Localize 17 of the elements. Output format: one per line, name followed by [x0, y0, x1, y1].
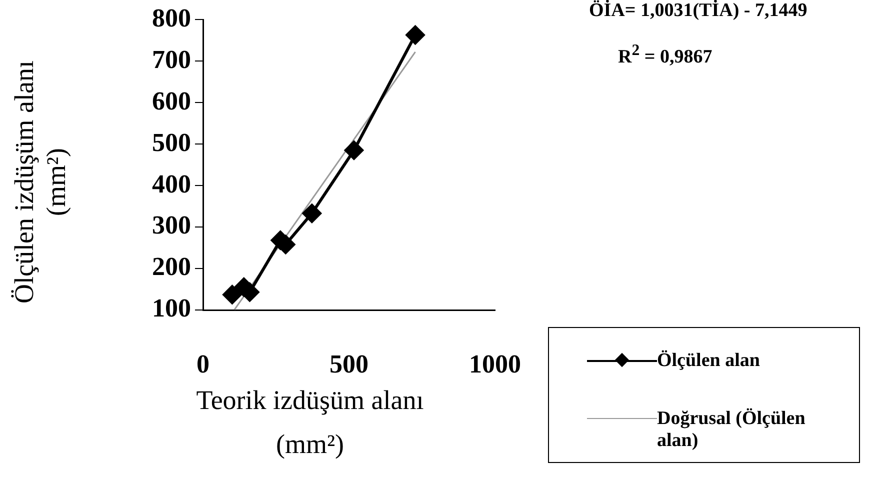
y-tick-label: 800: [152, 3, 191, 32]
legend-label: Ölçülen alan: [657, 350, 761, 372]
text: R$^{2}$ = 0,9867: [618, 42, 712, 68]
x-tick-label: 500: [330, 349, 368, 378]
y-tick-label: 200: [152, 252, 191, 282]
y-tick-label: 700: [152, 44, 191, 74]
x-axis-title: Teorik izdüşüm alanı (mm²): [195, 384, 425, 461]
y-tick-label: 300: [152, 210, 191, 240]
x-tick-label: 0: [196, 349, 210, 378]
y-tick-label: 100: [152, 294, 191, 323]
y-axis-title: Ölçülen izdüşüm alanı (mm²): [8, 60, 72, 306]
y-tick-label: 500: [152, 128, 191, 157]
y-tick-label: 600: [152, 86, 191, 116]
y-tick-label: 400: [152, 169, 191, 198]
legend-label: Doğrusal (Ölçülen alan): [657, 408, 806, 452]
x-tick-label: 1000: [469, 349, 521, 378]
text: ÖİA= 1,0031(TİA) - 7,1449: [589, 0, 808, 22]
